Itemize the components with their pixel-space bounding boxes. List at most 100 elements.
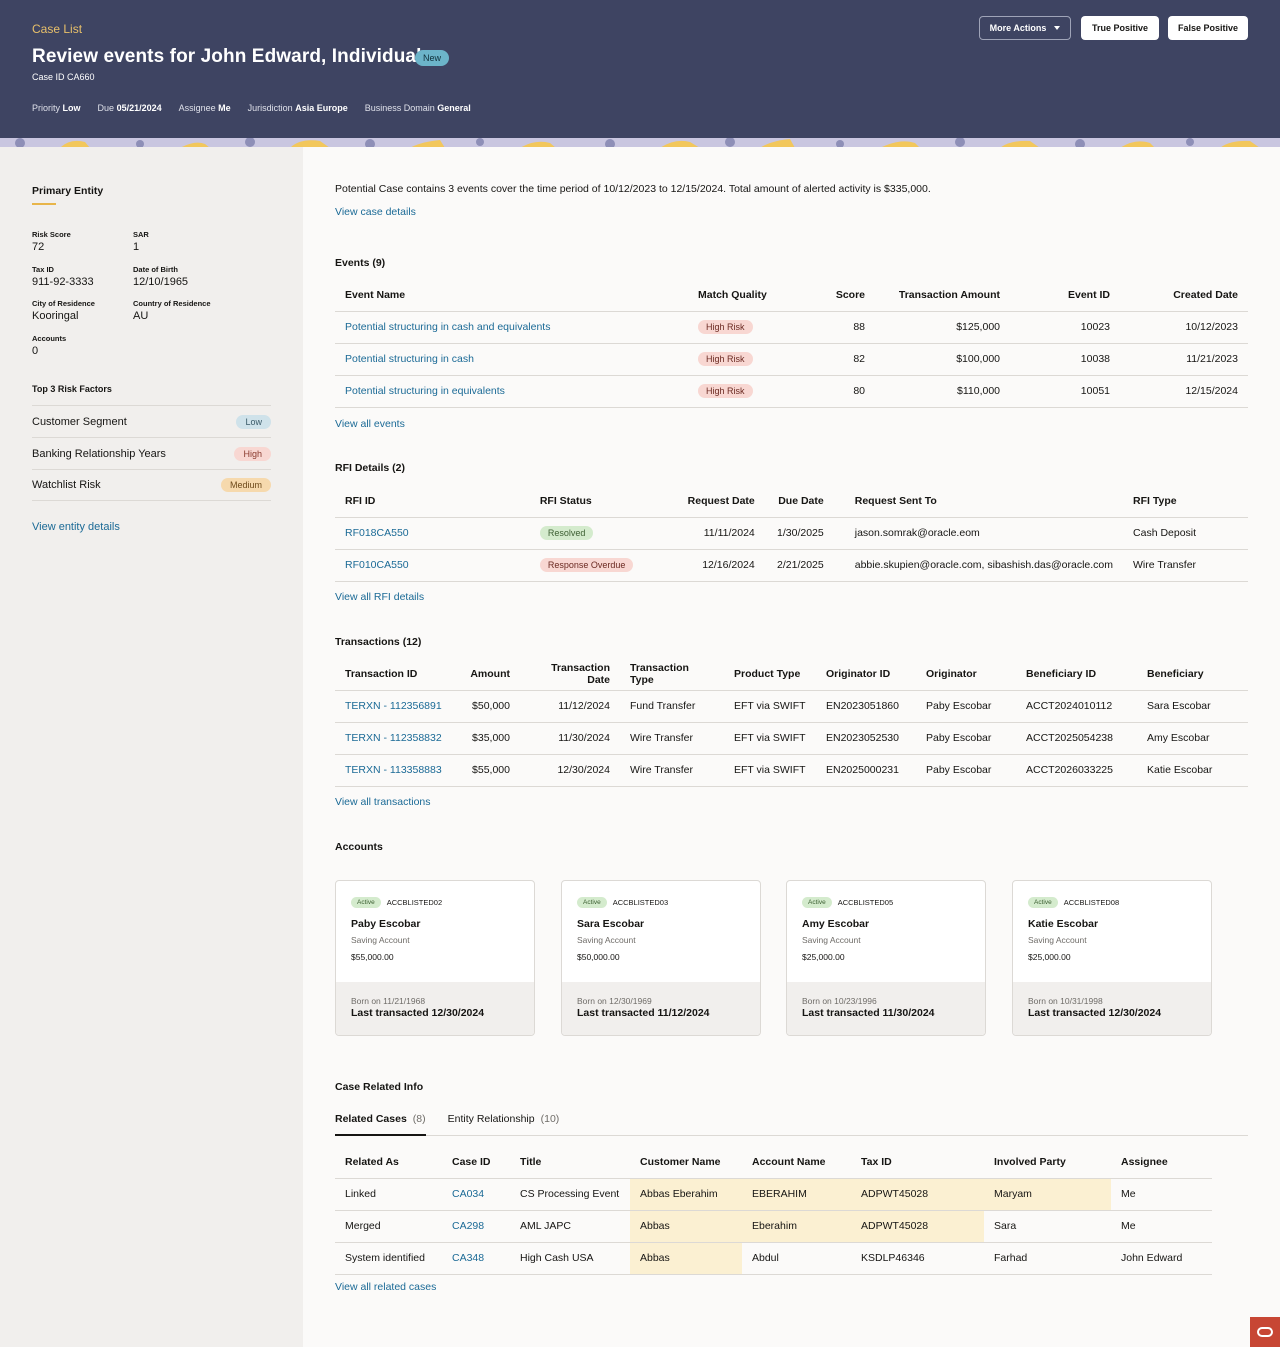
rfi-type-cell: Cash Deposit xyxy=(1123,517,1248,550)
case-meta: Priority Low Due 05/21/2024 Assignee Me … xyxy=(32,103,471,113)
table-row[interactable]: TERXN - 112356891 $50,000 11/12/2024 Fun… xyxy=(335,690,1248,723)
false-positive-button[interactable]: False Positive xyxy=(1168,16,1248,40)
table-row[interactable]: TERXN - 113358883 $55,000 12/30/2024 Wir… xyxy=(335,754,1248,787)
field-tax-id: Tax ID 911-92-3333 xyxy=(32,265,94,288)
table-row[interactable]: TERXN - 112358832 $35,000 11/30/2024 Wir… xyxy=(335,722,1248,755)
col-product-type[interactable]: Product Type xyxy=(724,658,816,691)
oracle-logo-icon[interactable] xyxy=(1250,1317,1280,1347)
event-link[interactable]: Potential structuring in cash and equiva… xyxy=(345,321,551,333)
account-name-cell: Abdul xyxy=(742,1242,851,1275)
field-city: City of Residence Kooringal xyxy=(32,299,95,322)
col-customer-name[interactable]: Customer Name xyxy=(630,1146,742,1179)
transaction-link[interactable]: TERXN - 112358832 xyxy=(345,732,442,744)
true-positive-button[interactable]: True Positive xyxy=(1081,16,1159,40)
col-rfi-id[interactable]: RFI ID xyxy=(335,485,530,518)
score-cell: 88 xyxy=(808,311,875,344)
rfi-link[interactable]: RF018CA550 xyxy=(345,527,409,539)
more-actions-button[interactable]: More Actions xyxy=(979,16,1071,40)
table-row[interactable]: RF018CA550 Resolved 11/11/2024 1/30/2025… xyxy=(335,517,1248,550)
table-row[interactable]: Merged CA298 AML JAPC Abbas Eberahim ADP… xyxy=(335,1210,1212,1243)
account-status-badge: Active xyxy=(351,897,381,908)
col-rfi-type[interactable]: RFI Type xyxy=(1123,485,1248,518)
col-match-quality[interactable]: Match Quality xyxy=(688,279,808,312)
risk-factors-list: Customer Segment Low Banking Relationshi… xyxy=(32,405,271,501)
col-transaction-date[interactable]: Transaction Date xyxy=(520,658,620,691)
account-holder-name: Sara Escobar xyxy=(577,918,645,930)
customer-name-cell: Abbas Eberahim xyxy=(630,1178,742,1211)
account-number: ACCBLISTED08 xyxy=(1063,898,1120,907)
table-row[interactable]: System identified CA348 High Cash USA Ab… xyxy=(335,1242,1212,1275)
related-as-cell: Linked xyxy=(335,1178,442,1211)
col-rfi-status[interactable]: RFI Status xyxy=(529,485,655,518)
request-sent-to-cell: jason.somrak@oracle.eom xyxy=(833,517,1124,550)
account-card[interactable]: Active ACCBLISTED08 Katie Escobar Saving … xyxy=(1012,880,1212,1036)
col-beneficiary-id[interactable]: Beneficiary ID xyxy=(1004,658,1137,691)
risk-level-badge: Medium xyxy=(220,478,271,492)
title-cell: AML JAPC xyxy=(510,1210,630,1243)
view-all-events-link[interactable]: View all events xyxy=(335,418,405,430)
col-transaction-type[interactable]: Transaction Type xyxy=(620,658,724,691)
meta-jurisdiction: Jurisdiction Asia Europe xyxy=(247,103,348,113)
request-sent-to-cell: abbie.skupien@oracle.com, sibashish.das@… xyxy=(833,549,1124,582)
table-row[interactable]: Potential structuring in cash and equiva… xyxy=(335,311,1248,344)
risk-factors-title: Top 3 Risk Factors xyxy=(32,384,112,394)
transaction-link[interactable]: TERXN - 113358883 xyxy=(345,764,442,776)
table-row[interactable]: RF010CA550 Response Overdue 12/16/2024 2… xyxy=(335,549,1248,582)
table-row[interactable]: Potential structuring in cash High Risk … xyxy=(335,343,1248,376)
col-involved-party[interactable]: Involved Party xyxy=(984,1146,1111,1179)
tab-entity-relationship[interactable]: Entity Relationship (10) xyxy=(448,1107,560,1136)
transaction-link[interactable]: TERXN - 112356891 xyxy=(345,700,442,712)
col-title[interactable]: Title xyxy=(510,1146,630,1179)
table-row[interactable]: Linked CA034 CS Processing Event Abbas E… xyxy=(335,1178,1212,1211)
col-due-date[interactable]: Due Date xyxy=(764,485,834,518)
col-tax-id[interactable]: Tax ID xyxy=(851,1146,984,1179)
table-row[interactable]: Potential structuring in equivalents Hig… xyxy=(335,375,1248,408)
beneficiary-id-cell: ACCT2026033225 xyxy=(1004,754,1137,787)
col-beneficiary[interactable]: Beneficiary xyxy=(1137,658,1248,691)
col-amount[interactable]: Amount xyxy=(458,658,520,691)
col-transaction-amount[interactable]: Transaction Amount xyxy=(875,279,1010,312)
match-quality-badge: High Risk xyxy=(698,352,753,366)
col-transaction-id[interactable]: Transaction ID xyxy=(335,658,458,691)
view-all-rfi-link[interactable]: View all RFI details xyxy=(335,591,425,603)
case-id-link[interactable]: CA298 xyxy=(452,1220,485,1232)
meta-due: Due 05/21/2024 xyxy=(97,103,162,113)
view-all-related-cases-link[interactable]: View all related cases xyxy=(335,1281,437,1293)
col-created-date[interactable]: Created Date xyxy=(1120,279,1248,312)
account-card[interactable]: Active ACCBLISTED02 Paby Escobar Saving A… xyxy=(335,880,535,1036)
risk-level-badge: Low xyxy=(236,414,271,429)
related-as-cell: System identified xyxy=(335,1242,442,1275)
event-link[interactable]: Potential structuring in cash xyxy=(345,353,474,365)
tax-id-cell: ADPWT45028 xyxy=(851,1210,984,1243)
originator-cell: Paby Escobar xyxy=(916,722,1004,755)
amount-cell: $100,000 xyxy=(875,343,1010,376)
col-request-date[interactable]: Request Date xyxy=(654,485,765,518)
col-event-id[interactable]: Event ID xyxy=(1010,279,1120,312)
account-card[interactable]: Active ACCBLISTED05 Amy Escobar Saving Ac… xyxy=(786,880,986,1036)
breadcrumb-case-list[interactable]: Case List xyxy=(32,22,83,36)
main-content: Potential Case contains 3 events cover t… xyxy=(303,147,1280,1347)
view-case-details-link[interactable]: View case details xyxy=(335,206,416,218)
account-status-badge: Active xyxy=(802,897,832,908)
col-account-name[interactable]: Account Name xyxy=(742,1146,851,1179)
tab-related-cases[interactable]: Related Cases (8) xyxy=(335,1107,426,1136)
view-all-transactions-link[interactable]: View all transactions xyxy=(335,796,431,808)
col-assignee[interactable]: Assignee xyxy=(1111,1146,1212,1179)
col-event-name[interactable]: Event Name xyxy=(335,279,688,312)
case-id-link[interactable]: CA034 xyxy=(452,1188,485,1200)
view-entity-details-link[interactable]: View entity details xyxy=(32,521,120,533)
due-date-cell: 1/30/2025 xyxy=(764,517,834,550)
originator-cell: Paby Escobar xyxy=(916,690,1004,723)
title-cell: CS Processing Event xyxy=(510,1178,630,1211)
case-id-link[interactable]: CA348 xyxy=(452,1252,485,1264)
account-card[interactable]: Active ACCBLISTED03 Sara Escobar Saving A… xyxy=(561,880,761,1036)
amount-cell: $50,000 xyxy=(458,690,520,723)
col-request-sent-to[interactable]: Request Sent To xyxy=(833,485,1124,518)
col-case-id[interactable]: Case ID xyxy=(442,1146,510,1179)
col-originator[interactable]: Originator xyxy=(916,658,1004,691)
col-score[interactable]: Score xyxy=(808,279,875,312)
event-link[interactable]: Potential structuring in equivalents xyxy=(345,385,505,397)
col-originator-id[interactable]: Originator ID xyxy=(816,658,916,691)
rfi-link[interactable]: RF010CA550 xyxy=(345,559,409,571)
col-related-as[interactable]: Related As xyxy=(335,1146,442,1179)
